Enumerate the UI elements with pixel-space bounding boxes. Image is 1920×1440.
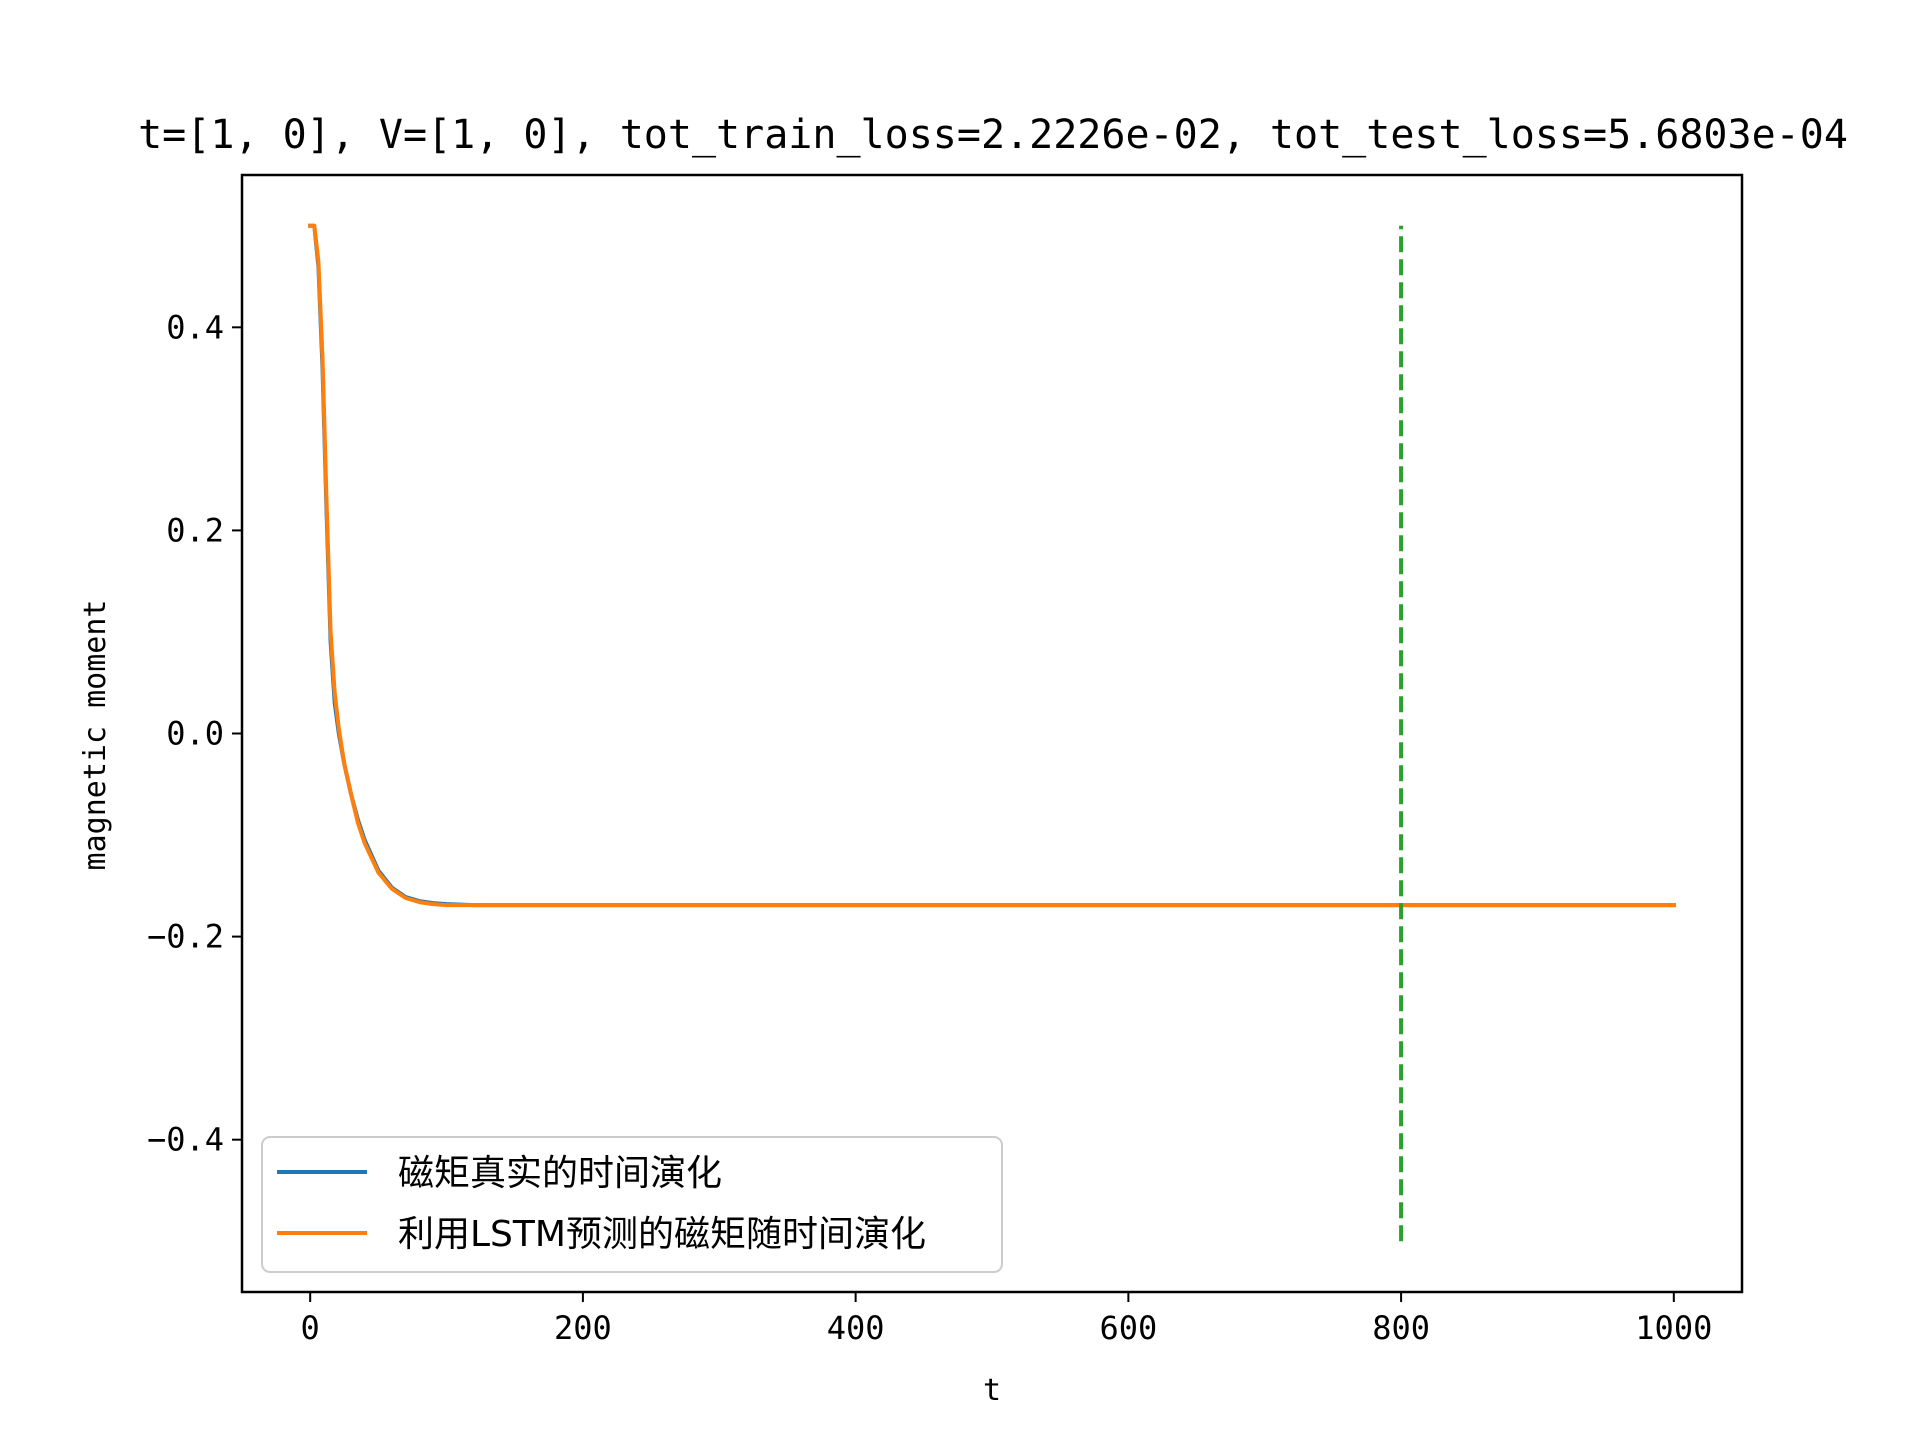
plot-area [308, 223, 1676, 1242]
legend-label-predicted: 利用LSTM预测的磁矩随时间演化 [398, 1214, 926, 1255]
x-tick-label: 200 [554, 1309, 612, 1347]
y-axis-ticks: −0.4 −0.2 0.0 0.2 0.4 [147, 308, 242, 1159]
y-tick-label: −0.4 [147, 1121, 224, 1159]
x-tick-label: 400 [827, 1309, 885, 1347]
x-tick-label: 600 [1099, 1309, 1157, 1347]
legend-label-true: 磁矩真实的时间演化 [398, 1153, 722, 1194]
x-tick-label: 800 [1372, 1309, 1430, 1347]
legend: 磁矩真实的时间演化 利用LSTM预测的磁矩随时间演化 [261, 1136, 1003, 1273]
x-tick-label: 1000 [1635, 1309, 1712, 1347]
y-tick-label: 0.2 [166, 511, 224, 549]
series-line-1 [308, 223, 1676, 908]
y-axis-label: magnetic moment [78, 600, 113, 871]
y-tick-label: 0.0 [166, 715, 224, 753]
legend-box [261, 1136, 1003, 1273]
y-tick-label: 0.4 [166, 308, 224, 346]
y-tick-label: −0.2 [147, 918, 224, 956]
x-axis-label: t [983, 1373, 1001, 1408]
x-tick-label: 0 [301, 1309, 320, 1347]
chart-title: t=[1, 0], V=[1, 0], tot_train_loss=2.222… [138, 112, 1848, 158]
x-axis-ticks: 0 200 400 600 800 1000 [301, 1292, 1712, 1347]
axes-frame [240, 173, 1744, 1294]
